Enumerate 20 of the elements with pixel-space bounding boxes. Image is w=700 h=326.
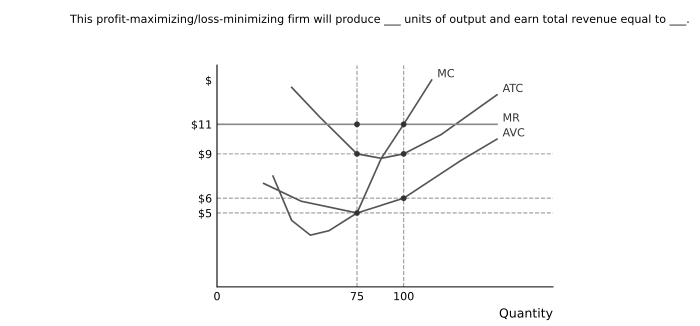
series-label: MC <box>438 68 454 78</box>
x-tick-label: 75 <box>350 292 364 300</box>
point <box>354 121 360 128</box>
point <box>354 150 360 157</box>
x-tick-label: 0 <box>214 292 220 300</box>
y-tick-label: $9 <box>198 150 212 160</box>
point <box>354 210 360 216</box>
chart-title: This profit-maximizing/loss-minimizing firm will produce ___ units of output and earn total revenue equal to ___. <box>70 14 689 26</box>
point <box>400 195 407 202</box>
x-axis-title: Quantity <box>500 308 553 320</box>
series-label: AVC <box>502 128 524 136</box>
y-tick-label: $ <box>206 76 212 86</box>
series-label: ATC <box>502 84 523 92</box>
y-tick-label: $6 <box>198 194 212 204</box>
x-tick-label: 100 <box>394 292 414 300</box>
point <box>400 150 407 157</box>
y-tick-label: $5 <box>198 208 212 219</box>
point <box>400 121 407 128</box>
y-tick-label: $11 <box>192 120 212 130</box>
series-label: MR <box>504 113 520 122</box>
